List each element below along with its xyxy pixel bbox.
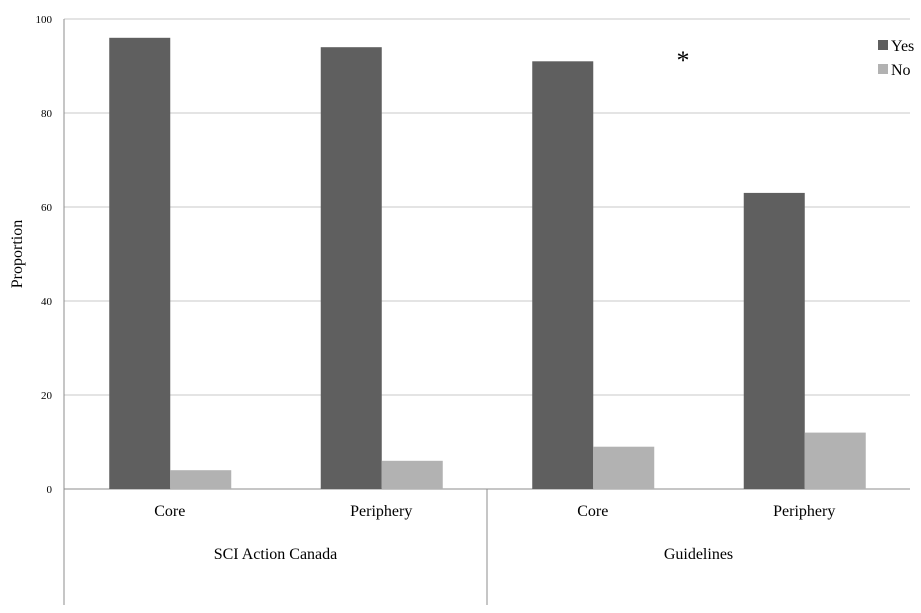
y-tick-label: 40 [41, 296, 53, 308]
legend-label-no: No [891, 62, 911, 79]
bar-yes [109, 37, 171, 490]
y-tick-labels: 0 20 40 60 80 100 [36, 14, 53, 496]
bars [109, 37, 866, 490]
bar-no [170, 470, 232, 489]
category-label: Periphery [773, 503, 835, 520]
category-label: Core [577, 503, 608, 520]
bar-yes [320, 47, 382, 489]
y-tick-label: 60 [41, 202, 53, 214]
legend-swatch-yes [878, 40, 888, 50]
legend: Yes No [878, 38, 914, 79]
significance-annotation: * [677, 46, 690, 75]
y-tick-label: 0 [47, 484, 53, 496]
group-labels: SCI Action Canada Guidelines [214, 546, 733, 563]
y-tick-label: 20 [41, 390, 53, 402]
y-axis-title: Proportion [9, 220, 26, 288]
bar-no [804, 432, 866, 489]
y-tick-label: 80 [41, 108, 53, 120]
category-label: Periphery [350, 503, 412, 520]
category-label: Core [154, 503, 185, 520]
legend-swatch-no [878, 64, 888, 74]
y-tick-label: 100 [36, 14, 53, 26]
bar-yes [743, 192, 805, 489]
bar-yes [532, 61, 594, 490]
legend-label-yes: Yes [891, 38, 914, 55]
group-label: Guidelines [664, 546, 733, 563]
category-labels: Core Periphery Core Periphery [154, 503, 835, 520]
bar-no [381, 460, 443, 489]
bar-no [593, 446, 655, 489]
group-label: SCI Action Canada [214, 546, 338, 563]
